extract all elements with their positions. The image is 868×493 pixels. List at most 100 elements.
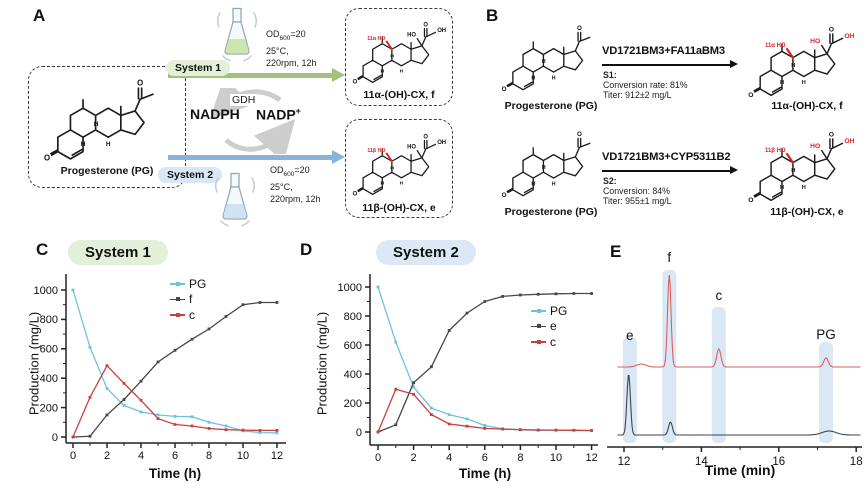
atom-label: H — [94, 121, 99, 128]
rxn1-stats: S1: Conversion rate: 81% Titer: 912±2 mg… — [603, 70, 688, 100]
atom-label: H — [552, 75, 556, 81]
legend-item-PG: PG — [531, 303, 567, 319]
rxn1-product-name: 11α-(OH)-CX, f — [771, 100, 843, 112]
nadp-label: NADP+ — [256, 106, 301, 123]
svg-text:400: 400 — [344, 369, 362, 381]
atom-label: H — [400, 181, 404, 187]
molecule-11a-oh-cx: 11α HO O O HO OH H H H — [748, 27, 854, 99]
molecule-11b-oh-cx: 11β HO O O HO OH H H H — [748, 132, 854, 204]
atom-label: H — [531, 181, 535, 187]
svg-text:18: 18 — [850, 456, 863, 468]
svg-text:12: 12 — [618, 456, 631, 468]
chart-c-xlabel: Time (h) — [148, 466, 202, 481]
svg-text:16: 16 — [772, 456, 785, 468]
svg-text:14: 14 — [695, 456, 708, 468]
atom-label: H — [400, 69, 404, 75]
atom-label: OH — [437, 140, 446, 146]
chart-d-ylabel: Production (mg/L) — [314, 311, 330, 416]
panel-b-label: B — [486, 6, 499, 25]
svg-text:c: c — [715, 288, 722, 303]
system2-arrow — [168, 149, 345, 164]
hydroxyl-label: 11β HO — [765, 148, 786, 154]
atom-label: O — [423, 134, 428, 140]
rxn2-substrate-name: Progesterone (PG) — [504, 206, 598, 218]
panel-c-label: C — [36, 240, 49, 259]
legend-item-PG: PG — [170, 276, 206, 292]
atom-label: O — [748, 92, 753, 99]
cofactor-cycle-arrows — [210, 88, 296, 154]
svg-text:0: 0 — [356, 427, 362, 439]
hydroxyl-label: 11α HO — [367, 36, 385, 42]
panel-e-label: E — [610, 242, 622, 261]
atom-label: HO — [407, 145, 416, 151]
atom-label: H — [791, 63, 795, 69]
product2-box: 11β HO O O HO OH H H H 11β-(OH)-CX, e — [345, 119, 453, 218]
system1-pill: System 1 — [166, 60, 231, 76]
rxn1-arrow — [602, 60, 738, 69]
svg-text:0: 0 — [52, 432, 58, 444]
svg-text:1000: 1000 — [338, 282, 362, 294]
hydroxyl-label: 11β HO — [367, 148, 385, 154]
substrate-box: O O H H H Progesterone (PG) — [28, 66, 186, 188]
product1-name: 11α-(OH)-CX, f — [363, 89, 435, 101]
atom-label: O — [137, 78, 143, 87]
atom-label: O — [502, 192, 507, 199]
atom-label: H — [390, 53, 394, 59]
rxn2-arrow — [602, 166, 738, 175]
svg-text:12: 12 — [585, 452, 597, 464]
substrate-name: Progesterone (PG) — [60, 165, 154, 177]
chart-e-xlabel: Time (min) — [704, 462, 776, 478]
svg-text:0: 0 — [375, 452, 381, 464]
gdh-label: GDH — [230, 94, 258, 106]
svg-text:0: 0 — [70, 450, 76, 462]
product1-box: 11α HO O O HO OH H H H 11α-(OH)-CX, f — [345, 8, 453, 106]
svg-text:8: 8 — [517, 452, 523, 464]
svg-text:12: 12 — [271, 450, 283, 462]
atom-label: O — [577, 131, 582, 138]
chart-system2: 0 200 400 600 800 1000 0 2 4 6 8 10 12 — [338, 274, 598, 464]
atom-label: O — [577, 25, 582, 32]
svg-text:10: 10 — [237, 450, 249, 462]
svg-text:4: 4 — [446, 452, 452, 464]
hydroxyl-label: 11α HO — [765, 43, 786, 49]
atom-label: H — [802, 185, 806, 191]
chart-c-ylabel: Production (mg/L) — [26, 311, 42, 416]
legend-item-f: f — [170, 292, 206, 308]
molecule-progesterone: O O H H H — [44, 78, 154, 163]
rxn2-product-name: 11β-(OH)-CX, e — [770, 206, 844, 218]
svg-text:2: 2 — [411, 452, 417, 464]
atom-label: O — [423, 22, 428, 28]
atom-label: H — [106, 141, 111, 148]
svg-text:200: 200 — [344, 398, 362, 410]
molecule-11b-oh-cx: 11β HO O O HO OH H H H — [353, 134, 447, 197]
svg-text:800: 800 — [40, 314, 58, 326]
svg-text:f: f — [667, 250, 671, 265]
product2-name: 11β-(OH)-CX, e — [362, 202, 436, 214]
svg-text:600: 600 — [40, 344, 58, 356]
atom-label: H — [390, 165, 394, 171]
system2-conditions: OD600=20 25°C, 220rpm, 12h — [270, 165, 321, 204]
atom-label: H — [791, 168, 795, 174]
atom-label: O — [44, 154, 50, 163]
svg-text:PG: PG — [816, 327, 836, 342]
atom-label: H — [381, 181, 385, 187]
svg-text:6: 6 — [172, 450, 178, 462]
legend-item-c: c — [170, 307, 206, 323]
molecule-progesterone: O O H H H — [502, 25, 591, 93]
panel-a-label: A — [33, 6, 46, 25]
svg-text:8: 8 — [206, 450, 212, 462]
chart-c-legend: PG f c — [170, 276, 206, 323]
svg-text:200: 200 — [40, 402, 58, 414]
system2-pill: System 2 — [158, 167, 223, 183]
atom-label: H — [542, 59, 546, 65]
atom-label: O — [353, 80, 358, 86]
atom-label: H — [531, 75, 535, 81]
molecule-11a-oh-cx: 11α HO O O HO OH H H H — [353, 22, 447, 86]
chart-c-title: System 1 — [68, 240, 168, 265]
nadph-label: NADPH — [190, 106, 240, 122]
atom-label: HO — [407, 33, 416, 39]
system1-conditions: OD600=20 25°C, 220rpm, 12h — [266, 29, 317, 68]
svg-text:1000: 1000 — [34, 285, 58, 297]
rxn1-substrate-name: Progesterone (PG) — [504, 100, 598, 112]
